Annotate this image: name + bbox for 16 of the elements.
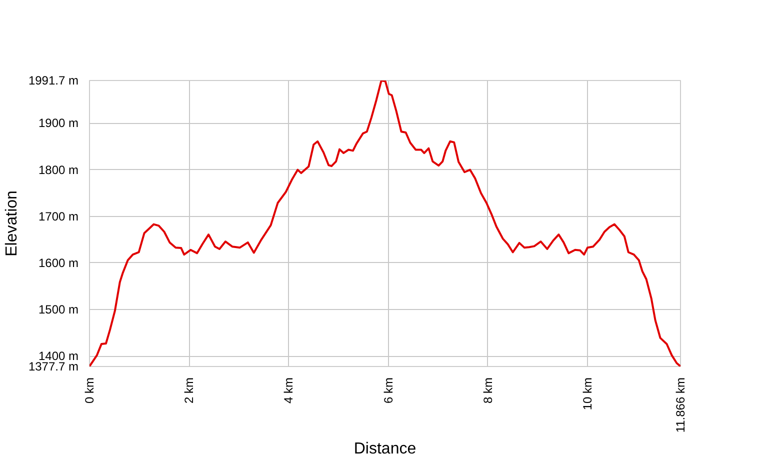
y-tick-label: 1600 m (38, 256, 79, 270)
y-tick-label: 1991.7 m (28, 74, 79, 88)
line-series (90, 80, 680, 366)
x-tick-label: 11.866 km (674, 377, 688, 433)
y-tick-label: 1800 m (38, 162, 79, 177)
x-tick-label: 0 km (82, 377, 96, 404)
x-tick-label: 6 km (381, 377, 396, 404)
y-axis-title: Elevation (3, 190, 20, 256)
y-tick-label: 1900 m (38, 116, 79, 130)
x-axis-title: Distance (354, 440, 416, 458)
x-tick-label: 2 km (182, 377, 196, 404)
x-tick-label: 4 km (282, 377, 296, 404)
y-tick-label: 1500 m (38, 302, 79, 317)
y-tick-label: 1700 m (38, 209, 79, 224)
x-tick-label: 8 km (480, 377, 495, 404)
x-tick-label: 10 km (580, 377, 595, 410)
